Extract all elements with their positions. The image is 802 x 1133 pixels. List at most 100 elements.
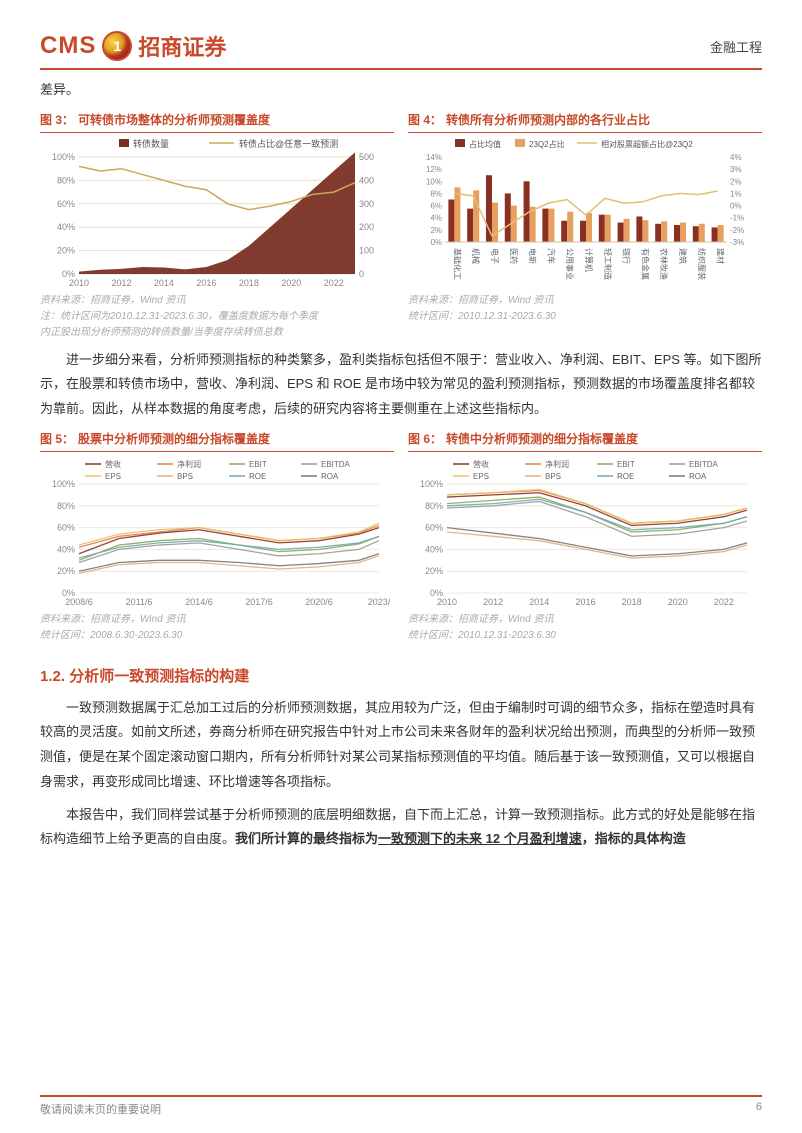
- svg-text:ROE: ROE: [249, 472, 266, 481]
- svg-text:BPS: BPS: [545, 472, 561, 481]
- svg-text:建筑: 建筑: [678, 248, 688, 264]
- svg-text:医药: 医药: [509, 248, 519, 264]
- svg-text:4%: 4%: [430, 213, 442, 222]
- svg-text:营收: 营收: [473, 459, 489, 469]
- svg-text:80%: 80%: [57, 175, 75, 185]
- svg-text:2018: 2018: [239, 278, 259, 288]
- fig5-chart: 营收净利润EBITEBITDAEPSBPSROEROA0%20%40%60%80…: [40, 456, 394, 611]
- section-num: 1.2.: [40, 668, 65, 685]
- svg-text:2011/6: 2011/6: [126, 597, 153, 607]
- svg-text:3%: 3%: [730, 165, 742, 174]
- section-1-2-heading: 1.2. 分析师一致预测指标的构建: [40, 665, 762, 686]
- svg-text:100%: 100%: [52, 479, 75, 489]
- fig4-chart: 占比均值23Q2占比相对股票超额占比@23Q20%2%4%6%8%10%12%1…: [408, 137, 762, 292]
- fig5-title: 股票中分析师预测的细分指标覆盖度: [78, 432, 270, 446]
- svg-text:2010: 2010: [437, 597, 457, 607]
- fig6-title: 转债中分析师预测的细分指标覆盖度: [446, 432, 638, 446]
- fig4-src2: 统计区间：2010.12.31-2023.6.30: [408, 310, 762, 324]
- svg-text:14%: 14%: [426, 153, 442, 162]
- svg-text:农林牧渔: 农林牧渔: [659, 248, 669, 280]
- svg-text:60%: 60%: [57, 522, 75, 532]
- logo-block: CMS 1 招商证券: [40, 30, 226, 62]
- figure-5: 图 5：股票中分析师预测的细分指标覆盖度 营收净利润EBITEBITDAEPSB…: [40, 430, 394, 643]
- svg-text:20%: 20%: [57, 245, 75, 255]
- svg-text:机械: 机械: [471, 248, 481, 264]
- svg-text:8%: 8%: [430, 189, 442, 198]
- fig3-title: 可转债市场整体的分析师预测覆盖度: [78, 113, 270, 127]
- svg-text:净利润: 净利润: [545, 459, 569, 469]
- page-footer: 敬请阅读末页的重要说明 6: [40, 1095, 762, 1117]
- svg-text:1%: 1%: [730, 189, 742, 198]
- svg-text:ROE: ROE: [617, 472, 634, 481]
- svg-text:EBIT: EBIT: [617, 460, 635, 469]
- svg-text:电子: 电子: [490, 248, 500, 264]
- svg-text:EPS: EPS: [473, 472, 489, 481]
- svg-text:营收: 营收: [105, 459, 121, 469]
- svg-text:轻工制造: 轻工制造: [603, 248, 613, 280]
- svg-text:40%: 40%: [57, 544, 75, 554]
- svg-text:60%: 60%: [57, 198, 75, 208]
- svg-text:转债占比@任意一致预测: 转债占比@任意一致预测: [239, 138, 338, 149]
- svg-text:40%: 40%: [425, 544, 443, 554]
- svg-text:2%: 2%: [430, 226, 442, 235]
- cms-text: CMS: [40, 32, 96, 60]
- s12-para-1: 一致预测数据属于汇总加工过后的分析师预测数据，其应用较为广泛，但由于编制时可调的…: [40, 696, 762, 795]
- svg-text:净利润: 净利润: [177, 459, 201, 469]
- svg-text:2017/6: 2017/6: [245, 597, 273, 607]
- svg-text:电新: 电新: [528, 248, 538, 264]
- svg-text:12%: 12%: [426, 165, 442, 174]
- figure-6: 图 6：转债中分析师预测的细分指标覆盖度 营收净利润EBITEBITDAEPSB…: [408, 430, 762, 643]
- svg-text:500: 500: [359, 152, 374, 162]
- fig3-src3: 内正股出现分析师预测的转债数量/当季度存续转债总数: [40, 326, 394, 340]
- svg-text:ROA: ROA: [321, 472, 339, 481]
- header-category: 金融工程: [710, 37, 762, 56]
- svg-text:60%: 60%: [425, 522, 443, 532]
- fig6-chart: 营收净利润EBITEBITDAEPSBPSROEROA0%20%40%60%80…: [408, 456, 762, 611]
- svg-text:-3%: -3%: [730, 238, 744, 247]
- fig5-num: 图 5：: [40, 432, 74, 446]
- svg-text:2014/6: 2014/6: [185, 597, 213, 607]
- fig6-src1: 资料来源：招商证券，Wind 资讯: [408, 613, 762, 627]
- fig6-src2: 统计区间：2010.12.31-2023.6.30: [408, 629, 762, 643]
- s12-para-2: 本报告中，我们同样尝试基于分析师预测的底层明细数据，自下而上汇总，计算一致预测指…: [40, 803, 762, 852]
- svg-text:EBIT: EBIT: [249, 460, 267, 469]
- svg-text:相对股票超额占比@23Q2: 相对股票超额占比@23Q2: [601, 139, 693, 149]
- svg-text:2020/6: 2020/6: [305, 597, 333, 607]
- svg-text:纺织服装: 纺织服装: [697, 248, 707, 280]
- page-header: CMS 1 招商证券 金融工程: [40, 30, 762, 70]
- svg-text:100%: 100%: [420, 479, 443, 489]
- svg-text:20%: 20%: [425, 566, 443, 576]
- fig3-num: 图 3：: [40, 113, 74, 127]
- svg-text:银行: 银行: [622, 248, 632, 264]
- svg-text:6%: 6%: [430, 201, 442, 210]
- svg-text:80%: 80%: [425, 501, 443, 511]
- svg-text:2022: 2022: [324, 278, 344, 288]
- svg-text:4%: 4%: [730, 153, 742, 162]
- svg-text:2014: 2014: [529, 597, 549, 607]
- svg-text:2020: 2020: [668, 597, 688, 607]
- page-number: 6: [756, 1101, 762, 1117]
- svg-text:200: 200: [359, 222, 374, 232]
- svg-text:建材: 建材: [716, 248, 726, 264]
- svg-text:EPS: EPS: [105, 472, 121, 481]
- svg-text:2020: 2020: [281, 278, 301, 288]
- svg-text:有色金属: 有色金属: [640, 248, 650, 280]
- s12-p2-b: 我们所计算的最终指标为: [235, 831, 378, 846]
- svg-text:2%: 2%: [730, 177, 742, 186]
- fig3-chart: 转债数量转债占比@任意一致预测0%20%40%60%80%100%0100200…: [40, 137, 394, 292]
- brand-logo-icon: 1: [102, 31, 132, 61]
- s12-p2-underline: 一致预测下的未来 12 个月盈利增速: [378, 831, 582, 846]
- svg-text:400: 400: [359, 175, 374, 185]
- svg-text:公用事业: 公用事业: [565, 248, 575, 280]
- svg-text:2023/: 2023/: [368, 597, 391, 607]
- svg-text:-1%: -1%: [730, 213, 744, 222]
- svg-text:20%: 20%: [57, 566, 75, 576]
- fig3-src1: 资料来源：招商证券，Wind 资讯: [40, 294, 394, 308]
- svg-text:2018: 2018: [622, 597, 642, 607]
- svg-text:0: 0: [359, 269, 364, 279]
- svg-text:2016: 2016: [196, 278, 216, 288]
- section-title: 分析师一致预测指标的构建: [69, 668, 249, 685]
- fig4-num: 图 4：: [408, 113, 442, 127]
- figure-4: 图 4：转债所有分析师预测内部的各行业占比 占比均值23Q2占比相对股票超额占比…: [408, 111, 762, 340]
- svg-text:-2%: -2%: [730, 226, 744, 235]
